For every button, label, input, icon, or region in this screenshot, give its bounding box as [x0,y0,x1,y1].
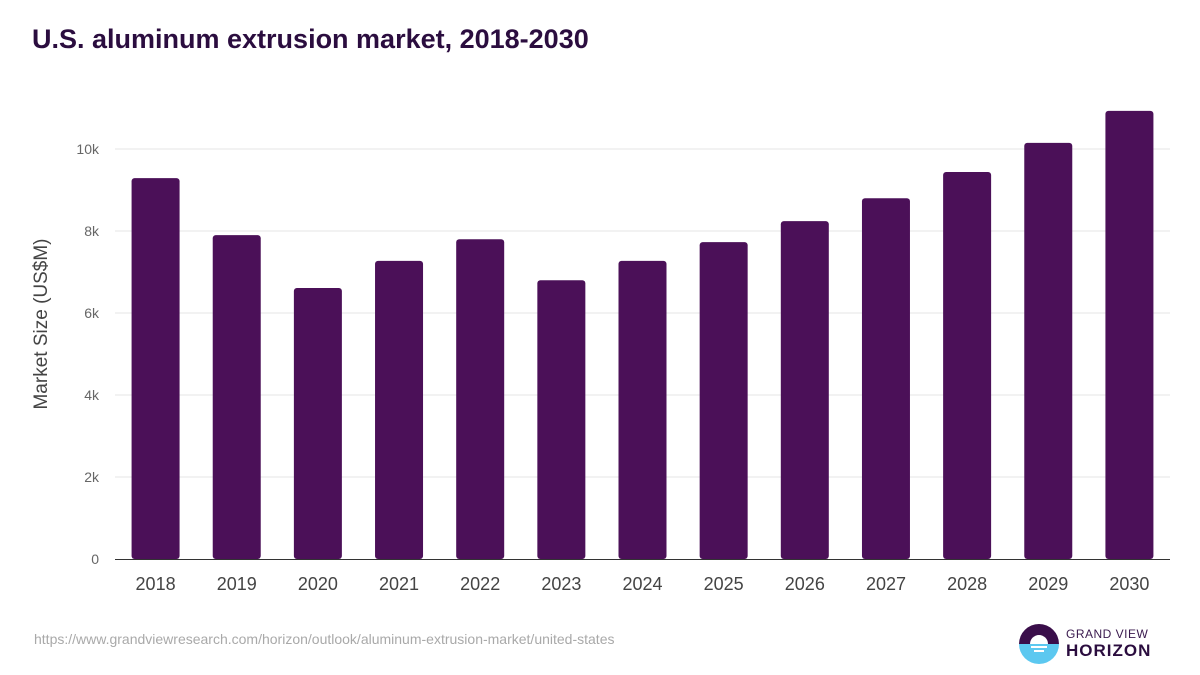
bar-2027 [861,198,910,559]
x-tick-label: 2021 [379,574,419,594]
x-tick-label: 2028 [947,574,987,594]
bar-2029 [1024,142,1073,559]
bar-2023 [537,280,586,559]
x-tick-label: 2027 [866,574,906,594]
bar-2018 [131,178,180,560]
y-axis-label: Market Size (US$M) [31,238,52,409]
x-tick-label: 2020 [298,574,338,594]
bar-2028 [943,171,992,559]
x-tick-label: 2019 [217,574,257,594]
y-tick-label: 6k [84,305,100,321]
bar-2030 [1105,110,1154,560]
x-tick-label: 2030 [1109,574,1149,594]
y-tick-label: 0 [91,551,99,567]
source-url[interactable]: https://www.grandviewresearch.com/horizo… [34,631,615,647]
y-tick-label: 10k [76,141,100,157]
x-tick-label: 2018 [136,574,176,594]
grand-view-horizon-logo: GRAND VIEW HORIZON [1018,622,1158,666]
x-tick-label: 2029 [1028,574,1068,594]
bar-2024 [618,260,667,559]
chart-title: U.S. aluminum extrusion market, 2018-203… [32,24,589,54]
bar-2021 [375,260,424,559]
x-tick-label: 2025 [704,574,744,594]
x-tick-label: 2022 [460,574,500,594]
bar-2019 [212,235,261,559]
y-tick-label: 8k [84,223,100,239]
bar-2022 [456,239,505,559]
y-tick-label: 4k [84,387,100,403]
x-tick-label: 2023 [541,574,581,594]
x-tick-label: 2026 [785,574,825,594]
bar-2025 [699,242,748,559]
logo-text-horizon: HORIZON [1066,641,1152,660]
bar-2020 [293,287,342,559]
y-tick-label: 2k [84,469,100,485]
bar-2026 [780,221,829,559]
logo-text-grand-view: GRAND VIEW [1066,627,1149,641]
horizon-logo-icon [1019,624,1059,664]
x-tick-label: 2024 [622,574,662,594]
